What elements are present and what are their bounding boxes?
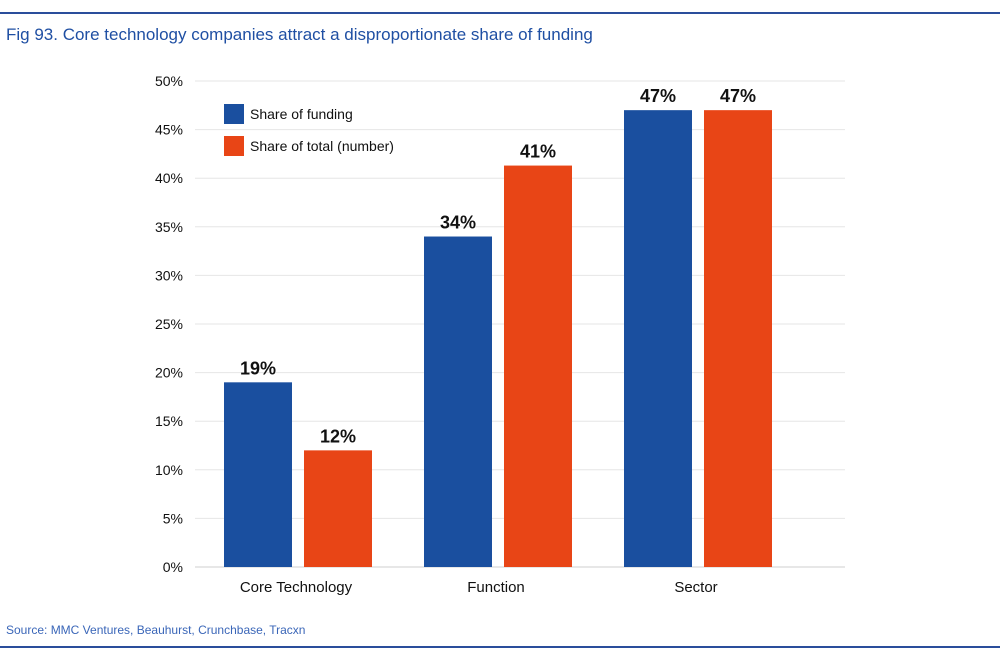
data-label: 41%	[520, 142, 556, 162]
legend-label: Share of total (number)	[250, 138, 394, 154]
y-tick-label: 15%	[155, 413, 183, 429]
data-label: 19%	[240, 358, 276, 378]
y-tick-label: 50%	[155, 73, 183, 89]
bar	[624, 110, 692, 567]
top-rule	[0, 12, 1000, 14]
y-tick-label: 10%	[155, 462, 183, 478]
data-label: 34%	[440, 213, 476, 233]
y-tick-label: 35%	[155, 219, 183, 235]
y-tick-label: 0%	[163, 559, 183, 575]
data-label: 12%	[320, 426, 356, 446]
bar	[504, 165, 572, 567]
data-label: 47%	[720, 86, 756, 106]
bar	[424, 236, 492, 567]
y-tick-label: 5%	[163, 510, 183, 526]
bottom-rule	[0, 646, 1000, 648]
bar	[704, 110, 772, 567]
legend-label: Share of funding	[250, 106, 353, 122]
data-label: 47%	[640, 86, 676, 106]
bar	[304, 450, 372, 567]
legend-swatch	[224, 104, 244, 124]
source-note: Source: MMC Ventures, Beauhurst, Crunchb…	[6, 623, 306, 637]
y-tick-label: 45%	[155, 122, 183, 138]
y-tick-label: 30%	[155, 267, 183, 283]
y-tick-label: 20%	[155, 365, 183, 381]
y-tick-label: 40%	[155, 170, 183, 186]
figure-title: Fig 93. Core technology companies attrac…	[6, 25, 593, 44]
y-tick-label: 25%	[155, 316, 183, 332]
x-tick-label: Function	[467, 579, 525, 596]
bar	[224, 382, 292, 567]
legend-swatch	[224, 136, 244, 156]
x-tick-label: Sector	[674, 579, 717, 596]
x-tick-label: Core Technology	[240, 579, 353, 596]
